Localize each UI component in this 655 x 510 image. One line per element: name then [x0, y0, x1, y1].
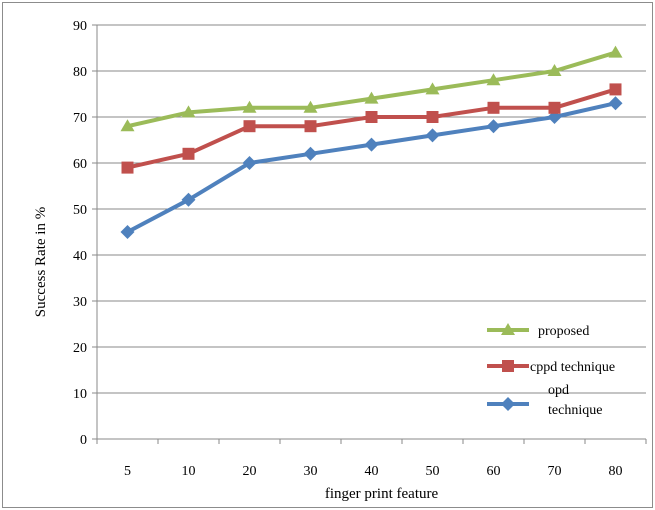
data-point — [365, 111, 378, 123]
x-tick-label: 80 — [609, 464, 623, 479]
x-tick-label: 40 — [365, 464, 379, 479]
y-axis-title: Success Rate in % — [33, 207, 49, 317]
legend-marker — [501, 397, 515, 411]
data-point — [242, 156, 257, 170]
data-point — [303, 146, 318, 161]
x-tick-label: 10 — [182, 464, 196, 479]
y-tick-label: 50 — [73, 203, 87, 218]
series-opd-technique — [120, 96, 623, 239]
y-tick-labels: 0 10 20 30 40 50 60 70 80 90 — [73, 19, 87, 448]
data-point — [486, 119, 501, 134]
data-point — [487, 101, 500, 114]
x-tick-label: 70 — [548, 464, 562, 479]
x-tick-labels: 5 10 20 30 40 50 60 70 80 — [124, 464, 623, 479]
y-tick-label: 40 — [73, 249, 87, 264]
data-point — [548, 101, 561, 114]
data-point — [181, 192, 196, 207]
data-point — [303, 100, 318, 113]
x-tick-label: 20 — [243, 464, 257, 479]
data-point — [486, 73, 501, 86]
x-tick-label: 5 — [124, 464, 131, 479]
y-tick-label: 80 — [73, 65, 87, 80]
series-cppd-technique — [121, 83, 622, 174]
y-tick-label: 60 — [73, 157, 87, 172]
series — [120, 45, 623, 239]
data-point — [304, 120, 317, 133]
x-tick-label: 60 — [487, 464, 501, 479]
legend-label: opd technique — [548, 383, 602, 418]
legend: proposed cppd technique opd technique — [487, 323, 615, 418]
data-point — [547, 64, 562, 76]
series-proposed — [120, 45, 623, 132]
data-point — [425, 82, 440, 95]
data-point — [182, 147, 195, 160]
y-tick-label: 70 — [73, 111, 87, 126]
legend-label: cppd technique — [530, 360, 615, 375]
x-axis-title: finger print feature — [325, 486, 439, 502]
data-point — [608, 96, 623, 111]
legend-marker — [501, 323, 515, 335]
legend-item: opd technique — [487, 383, 602, 418]
data-point — [425, 128, 440, 143]
data-point — [608, 45, 623, 58]
data-point — [181, 105, 196, 118]
data-point — [120, 119, 135, 132]
data-point — [364, 137, 379, 152]
data-point — [426, 111, 439, 123]
y-tick-label: 30 — [73, 295, 87, 310]
data-point — [242, 100, 257, 113]
legend-item: cppd technique — [487, 360, 615, 375]
data-point — [364, 91, 379, 104]
legend-marker — [502, 360, 514, 372]
x-tick-label: 30 — [304, 464, 318, 479]
y-tick-label: 90 — [73, 19, 87, 34]
legend-item: proposed — [487, 323, 589, 339]
y-tick-label: 10 — [73, 387, 87, 402]
legend-label: proposed — [538, 324, 589, 339]
y-tick-label: 0 — [80, 433, 87, 448]
data-point — [121, 161, 134, 174]
data-point — [609, 83, 622, 96]
y-tick-label: 20 — [73, 341, 87, 356]
data-point — [243, 120, 256, 133]
axes — [92, 24, 647, 444]
data-point — [120, 225, 135, 239]
x-tick-label: 50 — [426, 464, 440, 479]
